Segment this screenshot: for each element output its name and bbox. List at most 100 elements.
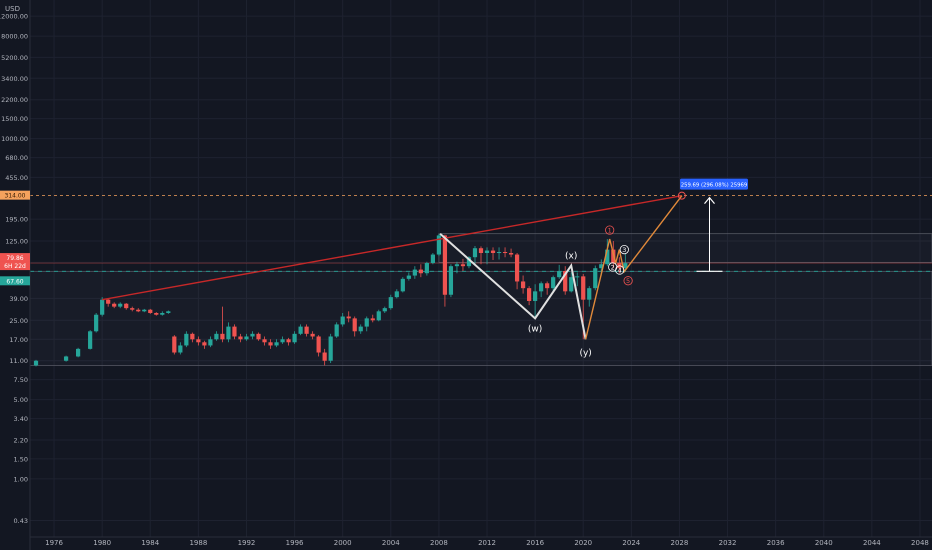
candle-up (208, 339, 213, 346)
wave-number-label: 4 (618, 266, 622, 274)
candle-up (178, 345, 183, 353)
y-tick-label: 2200.00 (1, 96, 28, 104)
candle-up (496, 252, 502, 254)
candle-up (166, 311, 171, 313)
x-tick-label: 1984 (141, 539, 159, 547)
candle-up (334, 324, 339, 337)
y-tick-label: 7.50 (14, 376, 28, 384)
candle-down (106, 299, 111, 304)
candle-up (118, 303, 123, 307)
candle-down (196, 339, 201, 343)
wave-number-circle (615, 265, 625, 275)
candle-up (298, 326, 303, 334)
x-tick-label: 2000 (334, 539, 352, 547)
candle-up (533, 291, 538, 301)
candle-down (136, 309, 141, 312)
candle-up (623, 263, 628, 269)
candle-up (484, 250, 490, 254)
candle-down (124, 303, 129, 309)
candle-down (238, 336, 243, 340)
y-tick-label: 1.50 (14, 455, 28, 463)
candle-up (593, 268, 598, 289)
x-tick-label: 2032 (719, 539, 737, 547)
wave-number-circle (623, 276, 633, 286)
x-tick-label: 2004 (382, 539, 400, 547)
candle-up (400, 278, 405, 292)
x-axis: 1976 1980 1984 1988 1992 1996 2000 2004 2008 2012… (30, 536, 932, 547)
candle-down (442, 235, 448, 295)
candle-up (226, 326, 231, 340)
candle-up (551, 277, 556, 289)
candle-up (412, 269, 417, 276)
price-tag-label: 314.00 (5, 193, 26, 200)
wave-number-circle (605, 225, 615, 235)
candle-down (268, 342, 273, 346)
x-tick-label: 1988 (189, 539, 207, 547)
candle-up (382, 308, 387, 312)
target-label-box (680, 178, 748, 190)
y-tick-label: 11.00 (9, 357, 28, 365)
candle-down (172, 336, 177, 353)
candle-up (388, 297, 393, 309)
candle-down (154, 312, 159, 315)
price-tag-label: 79.86 (6, 255, 23, 262)
candle-up (340, 316, 345, 325)
candle-down (190, 333, 195, 340)
candle-down (581, 276, 586, 300)
price-tag-label: 6H 22d (4, 263, 26, 270)
candle-down (352, 318, 357, 332)
price-tag (0, 261, 30, 271)
candle-down (514, 254, 520, 282)
wave-number-label: 2 (611, 263, 615, 271)
candle-down (370, 318, 375, 321)
candle-down (316, 336, 321, 353)
candle-down (527, 288, 532, 301)
x-tick-label: 2040 (815, 539, 833, 547)
candle-up (184, 333, 189, 346)
price-tag (0, 190, 30, 200)
y-tick-label: 0.43 (14, 517, 28, 525)
x-tick-label: 2036 (767, 539, 785, 547)
x-tick-label: 1980 (93, 539, 111, 547)
candle-up (94, 314, 99, 332)
candle-up (214, 333, 219, 340)
candle-down (520, 281, 526, 289)
target-marker (677, 191, 686, 200)
y-tick-label: 25.00 (9, 317, 28, 325)
y-tick-label: 5.00 (14, 396, 28, 404)
candle-up (328, 336, 333, 361)
candle-up (376, 311, 381, 321)
candle-up (454, 264, 460, 267)
candle-up (466, 257, 472, 267)
candle-up (430, 254, 435, 264)
candle-up (76, 348, 81, 357)
candle-down (460, 264, 466, 267)
candle-down (112, 303, 117, 307)
wave-number-label: 5 (626, 277, 630, 285)
candle-down (418, 269, 423, 274)
y-tick-label: 680.00 (5, 154, 28, 162)
x-tick-label: 2048 (911, 539, 929, 547)
y-tick-label: 2.20 (14, 437, 28, 445)
y-tick-label: 3.40 (14, 415, 28, 423)
candle-up (292, 333, 297, 343)
candle-up (274, 342, 279, 346)
resistance-trendline (102, 194, 682, 301)
candle-up (448, 266, 454, 295)
candle-up (394, 291, 399, 298)
candle-down (545, 283, 550, 289)
measure-arrowhead (704, 196, 715, 205)
range-box (438, 233, 932, 263)
x-tick-label: 2016 (526, 539, 544, 547)
candle-up (250, 333, 255, 337)
y-tick-label: 3400.00 (1, 75, 28, 83)
candle-up (88, 331, 93, 349)
candle-up (358, 326, 363, 332)
y-tick-label: 455.00 (5, 174, 28, 182)
y-tick-label: 1000.00 (1, 135, 28, 143)
candle-up (424, 263, 429, 274)
grid (30, 0, 932, 537)
x-tick-label: 1992 (238, 539, 256, 547)
candle-down (262, 339, 267, 343)
